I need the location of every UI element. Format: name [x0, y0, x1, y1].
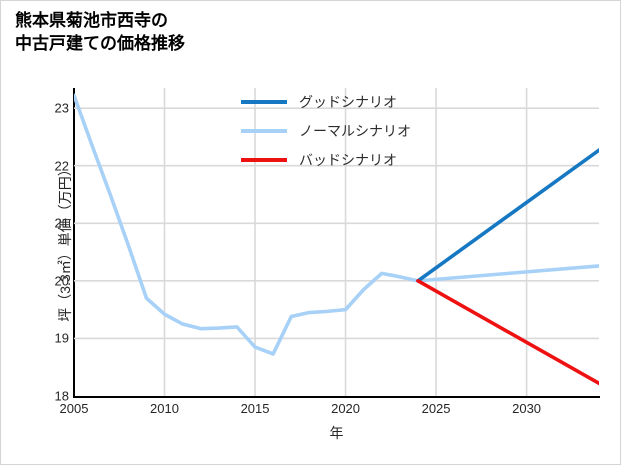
- y-axis-tick: 22: [54, 158, 69, 174]
- legend-color-swatch: [241, 100, 287, 104]
- x-axis-tick: 2010: [150, 401, 179, 416]
- y-axis-tick-labels: 18 19 20 21 22 23: [21, 1, 69, 464]
- legend-label: ノーマルシナリオ: [299, 123, 411, 139]
- legend-label: グッドシナリオ: [299, 94, 397, 110]
- legend-item[interactable]: ノーマルシナリオ: [241, 121, 411, 141]
- y-axis-tick: 19: [54, 330, 69, 346]
- x-axis-tick: 2030: [512, 401, 542, 416]
- x-axis-label: 年: [329, 425, 344, 441]
- page-title: 熊本県菊池市西寺の 中古戸建ての価格推移: [15, 11, 185, 54]
- y-axis-label-wrapper: 坪（3.3㎡）単価（万円）: [25, 88, 73, 396]
- y-axis-tick: 20: [54, 273, 69, 289]
- x-axis-tick: 2020: [331, 401, 361, 416]
- legend-item[interactable]: グッドシナリオ: [241, 92, 411, 112]
- plot-area: [74, 88, 599, 396]
- y-axis-tick: 23: [54, 100, 69, 116]
- y-axis-line: [73, 88, 75, 397]
- legend-color-swatch: [241, 129, 287, 133]
- x-axis-line: [73, 396, 600, 398]
- x-axis-tick: 2005: [59, 401, 89, 416]
- x-axis-tick: 2015: [240, 401, 270, 416]
- chart-legend: グッドシナリオ ノーマルシナリオ バッドシナリオ: [241, 92, 411, 170]
- legend-item[interactable]: バッドシナリオ: [241, 150, 411, 170]
- y-axis-label: 坪（3.3㎡）単価（万円）: [57, 162, 73, 322]
- legend-color-swatch: [241, 158, 287, 162]
- x-axis-tick: 2025: [421, 401, 451, 416]
- y-axis-tick: 21: [54, 215, 69, 231]
- plot-svg: [74, 88, 599, 396]
- y-axis-tick: 18: [54, 388, 69, 404]
- legend-label: バッドシナリオ: [299, 152, 397, 168]
